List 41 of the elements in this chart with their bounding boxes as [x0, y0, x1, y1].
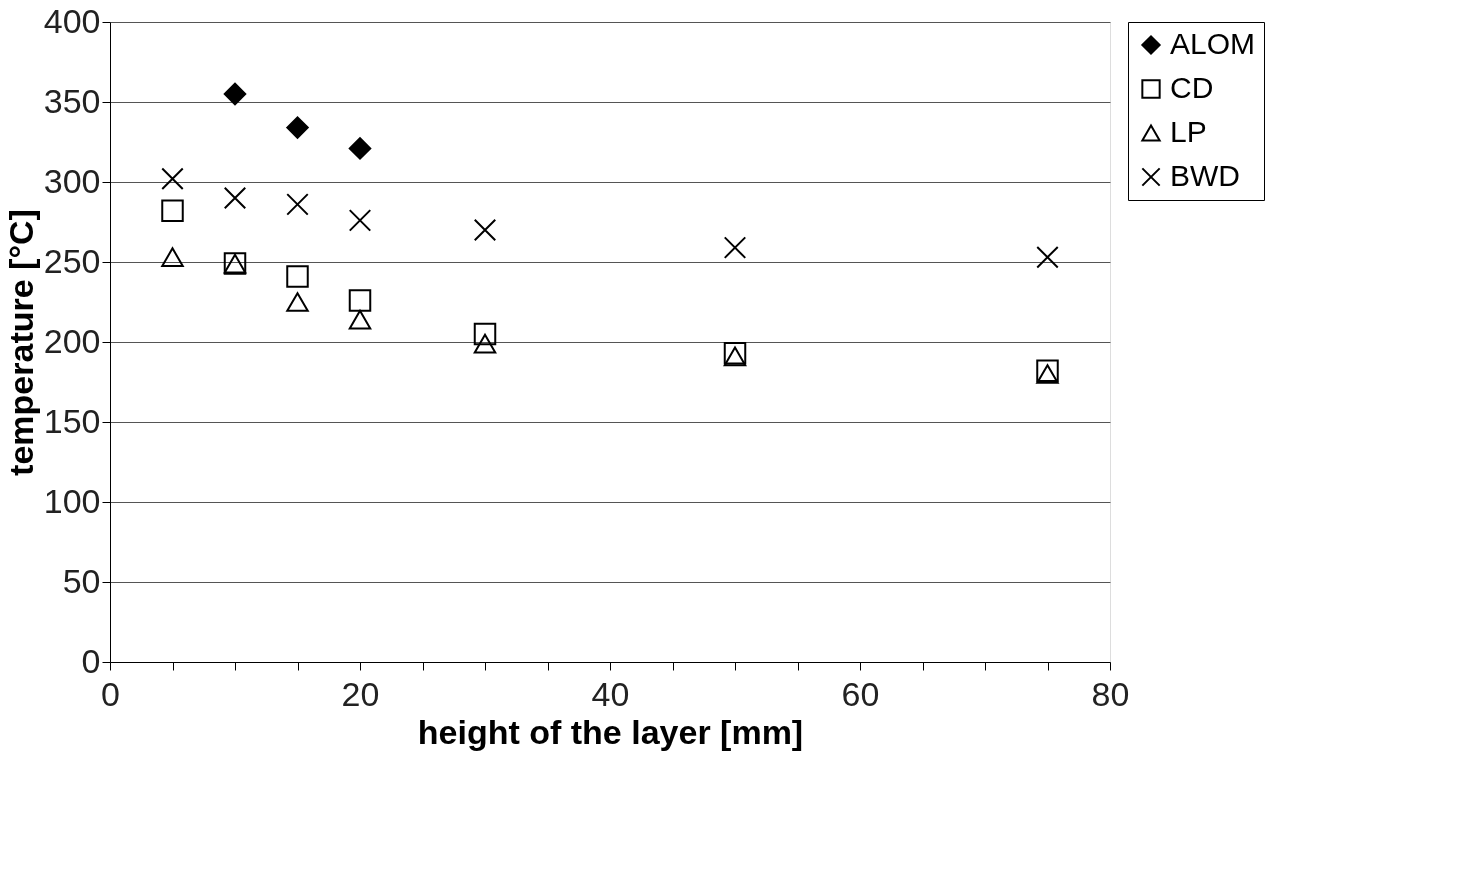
point [286, 292, 309, 312]
point [286, 193, 309, 216]
point [473, 333, 497, 354]
point [473, 322, 497, 346]
x-tick-label: 20 [341, 674, 380, 713]
legend-label: CD [1170, 71, 1214, 104]
y-tick-label: 200 [43, 321, 101, 360]
x-tick-label: 40 [591, 674, 630, 713]
point [286, 265, 309, 288]
y-tick-label: 150 [43, 401, 101, 440]
point [723, 346, 747, 367]
legend-label: BWD [1170, 159, 1240, 192]
point [161, 199, 184, 223]
x-tick-label: 80 [1091, 674, 1130, 713]
point [223, 186, 247, 210]
y-tick-label: 350 [43, 81, 101, 120]
legend-label: ALOM [1170, 27, 1256, 60]
y-tick-label: 100 [43, 481, 101, 520]
point [473, 218, 497, 242]
point [161, 247, 184, 268]
point [348, 209, 372, 232]
point [723, 341, 747, 365]
point [348, 137, 372, 160]
point [348, 289, 372, 312]
point [1036, 245, 1059, 269]
point [1036, 364, 1059, 384]
y-tick-label: 300 [43, 161, 101, 200]
y-axis-title: temperature [°C] [1, 209, 40, 476]
point [161, 167, 184, 191]
y-tick-label: 400 [43, 1, 101, 40]
y-tick-label: 0 [81, 641, 101, 680]
y-tick-label: 50 [62, 561, 101, 600]
x-tick-label: 60 [841, 674, 880, 713]
y-tick-label: 250 [43, 241, 101, 280]
legend-label: LP [1170, 115, 1207, 148]
x-axis-title: height of the layer [mm] [417, 712, 804, 751]
point [286, 116, 309, 139]
point [1036, 359, 1059, 383]
point [348, 309, 372, 330]
point [223, 82, 247, 106]
point [723, 236, 747, 259]
